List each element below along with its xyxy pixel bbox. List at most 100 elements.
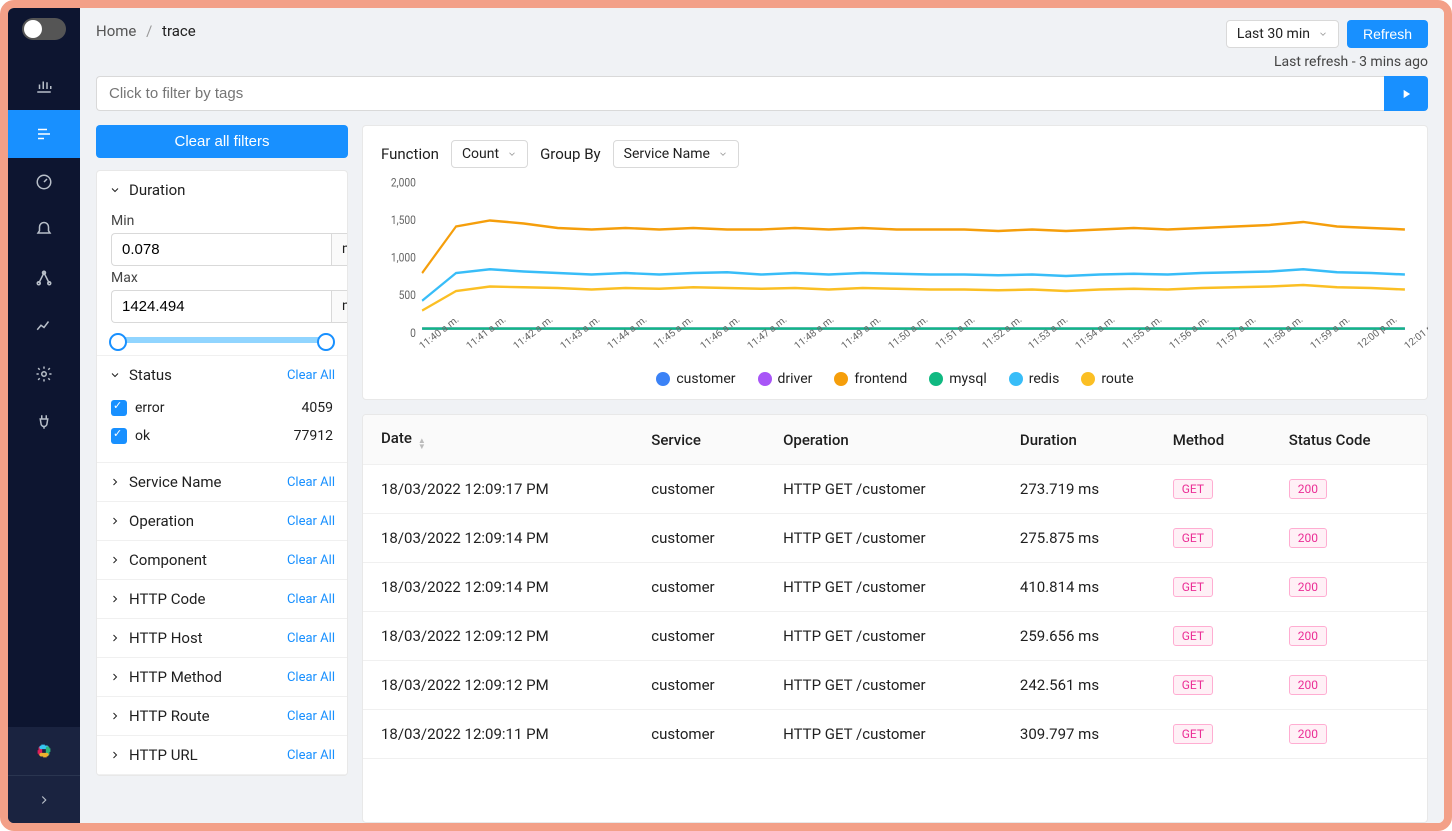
nav-metrics[interactable] xyxy=(8,62,80,110)
function-select[interactable]: Count xyxy=(451,140,528,168)
filter-clear[interactable]: Clear All xyxy=(287,475,335,490)
filter-header[interactable]: HTTP HostClear All xyxy=(97,619,347,657)
nav-integrations[interactable] xyxy=(8,398,80,446)
method-tag: GET xyxy=(1173,724,1213,744)
filter-clear[interactable]: Clear All xyxy=(287,592,335,607)
function-value: Count xyxy=(462,146,499,162)
sidebar-expand[interactable] xyxy=(8,775,80,823)
filters-panel: Clear all filters Duration Min xyxy=(96,125,348,823)
cell-date: 18/03/2022 12:09:12 PM xyxy=(363,612,633,661)
chevron-right-icon xyxy=(109,554,121,566)
line-chart-icon xyxy=(35,317,53,335)
clear-all-filters-button[interactable]: Clear all filters xyxy=(96,125,348,158)
checkbox-icon[interactable] xyxy=(111,400,127,416)
filter-clear[interactable]: Clear All xyxy=(287,709,335,724)
cell-duration: 273.719 ms xyxy=(1002,465,1155,514)
table-header-status-code[interactable]: Status Code xyxy=(1271,415,1427,465)
cell-status: 200 xyxy=(1271,514,1427,563)
results-panel: Function Count Group By Service Name 050… xyxy=(362,125,1428,823)
filter-duration-header[interactable]: Duration xyxy=(97,171,347,209)
refresh-button[interactable]: Refresh xyxy=(1347,20,1428,48)
nav-service-map[interactable] xyxy=(8,254,80,302)
filter-header[interactable]: HTTP RouteClear All xyxy=(97,697,347,735)
filter-clear[interactable]: Clear All xyxy=(287,670,335,685)
cell-status: 200 xyxy=(1271,465,1427,514)
filter-clear[interactable]: Clear All xyxy=(287,748,335,763)
filter-header[interactable]: HTTP Method Clear All xyxy=(97,658,347,696)
method-tag: GET xyxy=(1173,626,1213,646)
filter-header[interactable]: Service NameClear All xyxy=(97,463,347,501)
nav-traces[interactable] xyxy=(8,110,80,158)
nav-alerts[interactable] xyxy=(8,206,80,254)
table-row[interactable]: 18/03/2022 12:09:14 PM customer HTTP GET… xyxy=(363,514,1427,563)
legend-item[interactable]: driver xyxy=(758,371,813,387)
breadcrumb-home[interactable]: Home xyxy=(96,22,136,40)
run-query-button[interactable] xyxy=(1384,76,1428,111)
checkbox-icon[interactable] xyxy=(111,428,127,444)
filter-status-clear[interactable]: Clear All xyxy=(287,368,335,383)
method-tag: GET xyxy=(1173,528,1213,548)
legend-item[interactable]: frontend xyxy=(834,371,907,387)
table-header-duration[interactable]: Duration xyxy=(1002,415,1155,465)
legend-item[interactable]: route xyxy=(1081,371,1133,387)
table-row[interactable]: 18/03/2022 12:09:12 PM customer HTTP GET… xyxy=(363,661,1427,710)
cell-duration: 259.656 ms xyxy=(1002,612,1155,661)
theme-toggle[interactable] xyxy=(22,18,66,40)
filter-http-host: HTTP HostClear All xyxy=(97,619,347,658)
cell-operation: HTTP GET /customer xyxy=(765,465,1002,514)
legend-item[interactable]: mysql xyxy=(929,371,987,387)
duration-slider[interactable] xyxy=(111,337,333,343)
nav-dashboards[interactable] xyxy=(8,158,80,206)
cell-service: customer xyxy=(633,514,765,563)
nav-usage[interactable] xyxy=(8,302,80,350)
filter-clear[interactable]: Clear All xyxy=(287,631,335,646)
time-range-value: Last 30 min xyxy=(1237,26,1310,42)
main-content: Home / trace Last 30 min Refresh Last re… xyxy=(80,8,1444,823)
table-row[interactable]: 18/03/2022 12:09:14 PM customer HTTP GET… xyxy=(363,563,1427,612)
table-header-method[interactable]: Method xyxy=(1155,415,1271,465)
table-header-date[interactable]: Date▲▼ xyxy=(363,415,633,465)
cell-service: customer xyxy=(633,710,765,759)
status-row[interactable]: error4059 xyxy=(111,394,333,422)
cell-operation: HTTP GET /customer xyxy=(765,661,1002,710)
nav-settings[interactable] xyxy=(8,350,80,398)
time-range-select[interactable]: Last 30 min xyxy=(1226,20,1339,48)
chevron-right-icon xyxy=(109,476,121,488)
filter-http-url: HTTP URLClear All xyxy=(97,736,347,775)
min-label: Min xyxy=(111,213,333,229)
svg-text:500: 500 xyxy=(399,287,416,302)
chevron-right-icon xyxy=(109,515,121,527)
chevron-down-icon xyxy=(1318,29,1328,39)
table-header-service[interactable]: Service xyxy=(633,415,765,465)
table-header-operation[interactable]: Operation xyxy=(765,415,1002,465)
method-tag: GET xyxy=(1173,479,1213,499)
cell-status: 200 xyxy=(1271,612,1427,661)
cell-service: customer xyxy=(633,465,765,514)
filter-component: ComponentClear All xyxy=(97,541,347,580)
filter-clear[interactable]: Clear All xyxy=(287,514,335,529)
legend-label: redis xyxy=(1029,371,1060,387)
legend-item[interactable]: customer xyxy=(656,371,735,387)
filter-operation: OperationClear All xyxy=(97,502,347,541)
table-row[interactable]: 18/03/2022 12:09:11 PM customer HTTP GET… xyxy=(363,710,1427,759)
filter-header[interactable]: OperationClear All xyxy=(97,502,347,540)
legend-item[interactable]: redis xyxy=(1009,371,1060,387)
filter-header[interactable]: HTTP URLClear All xyxy=(97,736,347,774)
gear-icon xyxy=(35,365,53,383)
table-row[interactable]: 18/03/2022 12:09:17 PM customer HTTP GET… xyxy=(363,465,1427,514)
filter-status-header[interactable]: Status Clear All xyxy=(97,356,347,394)
filter-clear[interactable]: Clear All xyxy=(287,553,335,568)
slack-link[interactable] xyxy=(8,727,80,775)
groupby-select[interactable]: Service Name xyxy=(613,140,739,168)
filter-header[interactable]: ComponentClear All xyxy=(97,541,347,579)
duration-max-input[interactable] xyxy=(111,290,331,323)
cell-service: customer xyxy=(633,563,765,612)
last-refresh-text: Last refresh - 3 mins ago xyxy=(1226,54,1428,70)
filter-http-code: HTTP CodeClear All xyxy=(97,580,347,619)
duration-min-input[interactable] xyxy=(111,233,331,266)
tag-filter-input[interactable] xyxy=(96,76,1384,111)
filter-title: HTTP Method xyxy=(129,668,222,686)
table-row[interactable]: 18/03/2022 12:09:12 PM customer HTTP GET… xyxy=(363,612,1427,661)
filter-header[interactable]: HTTP CodeClear All xyxy=(97,580,347,618)
status-row[interactable]: ok77912 xyxy=(111,422,333,450)
